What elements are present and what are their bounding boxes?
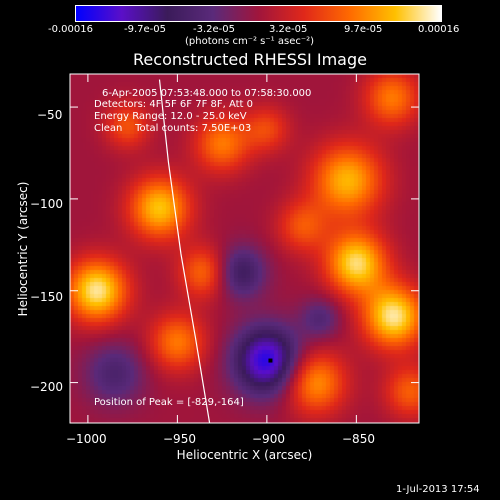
y-axis-ticks	[70, 106, 419, 384]
heatmap-image	[70, 74, 419, 423]
colorbar-tick-5: 9.7e-05	[344, 24, 383, 35]
chart-title: Reconstructed RHESSI Image	[133, 50, 367, 69]
y-tick-label-100: −100	[30, 197, 63, 211]
colorbar-tick-2: -9.7e-05	[124, 24, 166, 35]
x-tick-label-900: −900	[252, 432, 285, 446]
colorbar-tick-6: 0.00016	[418, 24, 460, 35]
y-tick-label-50: −50	[37, 108, 63, 122]
x-axis-label: Heliocentric X (arcsec)	[176, 448, 313, 462]
y-axis-label: Heliocentric Y (arcsec)	[16, 181, 30, 317]
info-energy-range: Energy Range: 12.0 - 25.0 keV	[94, 111, 247, 122]
colorbar	[75, 5, 442, 22]
info-clean-counts: Clean Total counts: 7.50E+03	[94, 123, 252, 134]
x-tick-label-1000: −1000	[66, 432, 107, 446]
info-detectors: Detectors: 4F 5F 6F 7F 8F, Att 0	[94, 99, 254, 110]
y-tick-label-150: −150	[30, 290, 63, 304]
plot-frame	[69, 73, 420, 424]
info-time-range: 6-Apr-2005 07:53:48.000 to 07:58:30.000	[102, 88, 312, 99]
y-tick-label-200: −200	[30, 380, 63, 394]
colorbar-unit-label: (photons cm⁻² s⁻¹ asec⁻²)	[185, 36, 315, 47]
x-tick-label-850: −850	[342, 432, 375, 446]
colorbar-tick-4: 3.2e-05	[269, 24, 308, 35]
peak-position-label: Position of Peak = [-829,-164]	[94, 397, 244, 408]
x-tick-label-950: −950	[163, 432, 196, 446]
minimum-marker	[268, 358, 273, 363]
timestamp: 1-Jul-2013 17:54	[396, 484, 480, 495]
x-axis-ticks	[87, 74, 357, 423]
colorbar-tick-3: -3.2e-05	[193, 24, 235, 35]
solar-limb-curve	[158, 79, 211, 424]
colorbar-tick-1: -0.00016	[48, 24, 93, 35]
